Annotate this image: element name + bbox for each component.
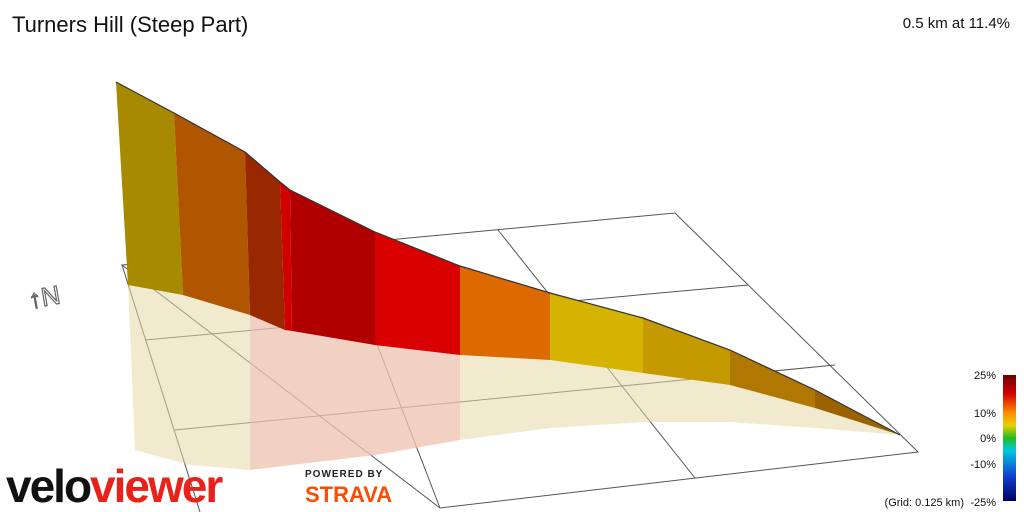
grid-note: (Grid: 0.125 km) (885, 497, 964, 509)
profile-wall (115, 81, 901, 436)
logo-velo: velo (6, 460, 91, 512)
legend-label: 0% (980, 433, 996, 445)
legend-label: 25% (974, 370, 996, 382)
compass: ↑N (26, 280, 63, 315)
gradient-legend (1003, 375, 1016, 501)
strava-logo: STRAVA (305, 482, 392, 507)
logo-viewer: viewer (90, 460, 223, 512)
summary: 0.5 km at 11.4% (903, 15, 1010, 32)
legend-label: 10% (974, 408, 996, 420)
legend-label: -10% (970, 459, 996, 471)
title: Turners Hill (Steep Part) (12, 12, 248, 37)
powered-by: POWERED BY (305, 469, 383, 480)
legend-label: -25% (970, 497, 996, 509)
logo: veloviewer (6, 460, 223, 512)
profile-shadow-red (250, 315, 460, 470)
